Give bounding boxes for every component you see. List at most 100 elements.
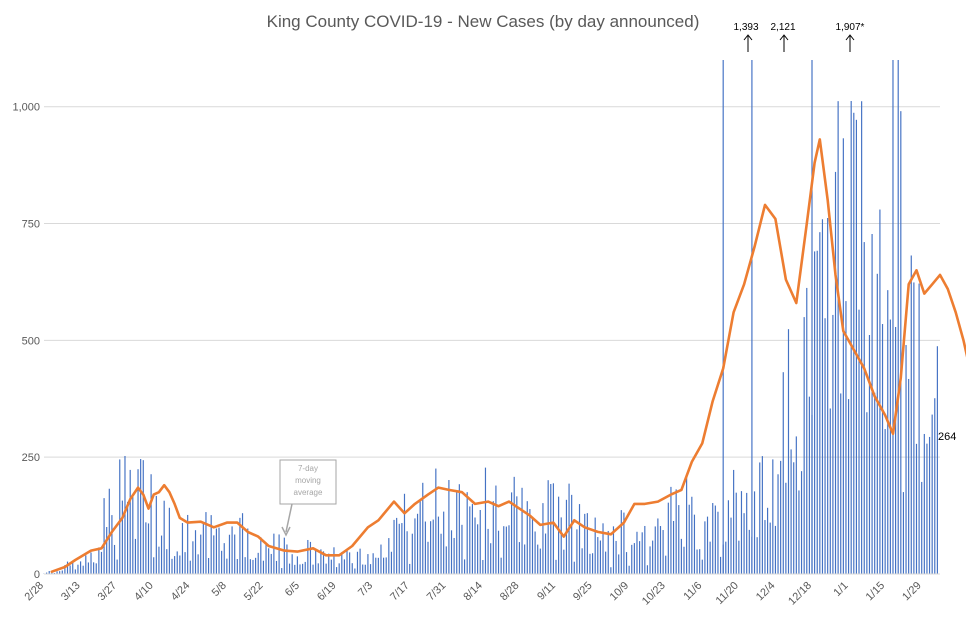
daily-case-bar [727, 500, 729, 574]
daily-case-bar [322, 551, 325, 574]
daily-case-bar [338, 563, 340, 574]
daily-case-bar [631, 544, 633, 574]
daily-case-bar [759, 462, 761, 574]
moving-average-callout: 7-day moving average [279, 459, 337, 537]
daily-case-bar [168, 507, 170, 574]
daily-case-bar [416, 513, 419, 574]
daily-case-bar [688, 504, 690, 574]
daily-case-bar [704, 521, 706, 574]
chart-title: King County COVID-19 - New Cases (by day… [267, 12, 700, 31]
daily-case-bar [299, 564, 301, 574]
daily-case-bar [552, 483, 554, 574]
daily-case-bar [90, 552, 92, 574]
daily-case-bar [257, 552, 259, 574]
daily-case-bar [675, 489, 677, 574]
daily-case-bar [680, 538, 682, 574]
daily-case-bar [921, 481, 923, 574]
peak-bar [722, 60, 724, 574]
daily-case-bar [484, 467, 487, 574]
daily-case-bar [780, 460, 782, 574]
daily-case-bar [657, 518, 659, 574]
daily-case-bar [748, 529, 750, 574]
daily-case-bar [349, 552, 351, 574]
daily-case-bar [581, 548, 583, 574]
daily-case-bar [113, 544, 116, 574]
x-tick-label: 11/6 [681, 580, 704, 603]
daily-case-bar [270, 553, 272, 574]
y-axis-ticks: 0 250 500 750 1,000 [12, 102, 40, 581]
daily-case-bar [372, 553, 374, 574]
daily-case-bar [686, 476, 688, 574]
daily-case-bar [320, 549, 322, 574]
daily-case-bar [330, 559, 332, 574]
daily-case-bar [544, 533, 547, 574]
x-tick-label: 4/24 [169, 580, 193, 604]
daily-case-bar [900, 111, 902, 574]
daily-case-bar [260, 537, 262, 574]
x-tick-label: 4/10 [132, 580, 156, 604]
daily-case-bar [471, 504, 473, 574]
daily-case-bar [571, 494, 573, 574]
daily-case-bar [46, 572, 48, 574]
daily-case-bar [93, 562, 95, 574]
daily-case-bar [307, 539, 309, 574]
daily-case-bar [806, 287, 808, 574]
daily-case-bar [774, 525, 777, 574]
daily-case-bar [171, 558, 173, 574]
daily-case-bar [714, 505, 716, 574]
daily-case-bar [79, 561, 82, 574]
daily-case-bar [64, 565, 66, 574]
daily-case-bar [66, 561, 69, 574]
x-tick-label: 7/17 [388, 580, 412, 604]
daily-case-bar [550, 483, 552, 574]
daily-case-bar [367, 554, 369, 574]
peak-bar [811, 60, 813, 574]
daily-case-bar [743, 513, 745, 574]
daily-case-bar [761, 456, 763, 574]
daily-case-bar [649, 546, 651, 574]
daily-case-bar [174, 556, 176, 574]
daily-case-bar [531, 516, 534, 574]
daily-case-bar [602, 523, 604, 574]
daily-case-bar [406, 531, 408, 574]
daily-case-bar [772, 459, 774, 574]
daily-case-bar [706, 516, 709, 574]
gridlines [44, 106, 940, 458]
daily-case-bar [691, 496, 693, 574]
daily-case-bar [678, 505, 680, 574]
daily-case-bar [845, 301, 847, 574]
daily-case-bar [312, 564, 314, 574]
daily-case-bar [576, 529, 578, 574]
daily-case-bar [48, 571, 50, 574]
daily-case-bar [861, 101, 863, 575]
daily-case-bar [709, 541, 711, 574]
daily-case-bar [155, 495, 157, 574]
daily-case-bar [840, 393, 842, 574]
daily-case-bar [213, 535, 215, 574]
daily-case-bar [226, 558, 228, 574]
daily-case-bar [317, 563, 319, 574]
daily-case-bar [252, 559, 254, 574]
daily-case-bar [565, 499, 568, 574]
daily-case-bar [936, 346, 938, 574]
daily-case-bar [591, 553, 594, 574]
daily-case-bar [537, 544, 539, 574]
x-tick-label: 5/8 [210, 580, 229, 599]
daily-case-bar [218, 527, 220, 574]
daily-case-bar [829, 408, 831, 574]
x-tick-label: 10/23 [640, 580, 668, 608]
daily-case-bar [205, 512, 207, 574]
daily-case-bar [521, 487, 523, 574]
daily-case-bar [672, 520, 675, 574]
daily-case-bar [241, 513, 244, 574]
daily-case-bar [100, 551, 103, 574]
daily-case-bar [842, 138, 844, 574]
daily-case-bar [95, 563, 97, 574]
y-tick-label: 0 [34, 569, 40, 581]
daily-case-bar [824, 318, 826, 574]
daily-case-bar [868, 335, 871, 574]
daily-case-bar [414, 518, 416, 574]
daily-case-bar [881, 324, 884, 574]
daily-case-bar [474, 517, 476, 574]
